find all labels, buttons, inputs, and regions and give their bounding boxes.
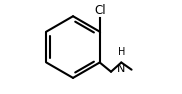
Text: Cl: Cl — [94, 4, 106, 17]
Text: H: H — [118, 47, 125, 57]
Text: N: N — [117, 64, 125, 74]
